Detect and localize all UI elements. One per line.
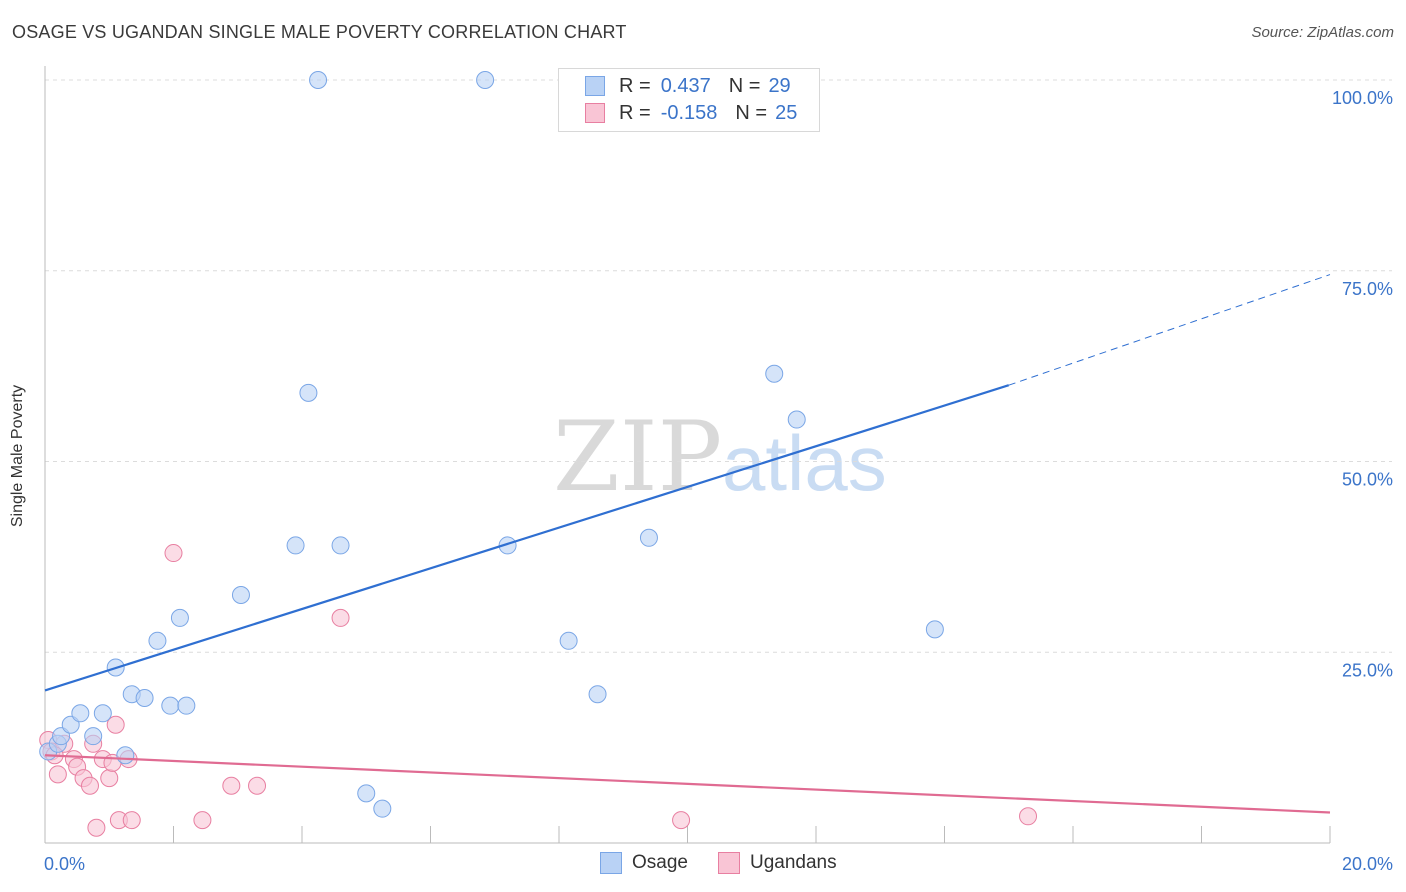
osage-point — [93, 704, 112, 723]
ugandans-point — [193, 811, 212, 830]
osage-point — [170, 608, 189, 627]
ugandans-legend-swatch — [718, 852, 740, 874]
ugandans-point — [248, 776, 267, 795]
osage-point — [559, 631, 578, 650]
legend-row-osage: R = 0.437 N = 29 — [585, 75, 791, 97]
osage-point — [309, 71, 328, 89]
n-label: N = — [735, 101, 768, 124]
series-legend: Osage Ugandans — [0, 852, 1406, 878]
y-tick-label: 75.0% — [1342, 279, 1393, 299]
ugandans-point — [48, 765, 67, 784]
x-tick-label: 20.0% — [1342, 854, 1393, 874]
osage-legend-label: Osage — [632, 852, 688, 873]
ugandans-point — [122, 811, 141, 830]
ugandans-point — [222, 776, 241, 795]
y-tick-label: 50.0% — [1342, 470, 1393, 490]
osage-legend-swatch — [600, 852, 622, 874]
osage-point — [357, 784, 376, 803]
ugandans-point — [1019, 807, 1038, 826]
osage-point — [84, 727, 103, 746]
osage-point — [787, 410, 806, 429]
ugandans-point — [331, 608, 350, 627]
watermark-zip: ZIP — [553, 401, 722, 513]
legend-item-ugandans[interactable]: Ugandans — [718, 852, 837, 874]
osage-point — [299, 383, 318, 402]
osage-point — [476, 71, 495, 89]
ugandans-point — [87, 818, 106, 837]
osage-trend-extension — [1008, 274, 1331, 386]
legend-row-ugandans: R = -0.158 N = 25 — [585, 102, 797, 124]
legend-item-osage[interactable]: Osage — [600, 852, 688, 874]
osage-point — [116, 746, 135, 765]
osage-r-value: 0.437 — [660, 74, 711, 97]
osage-point — [588, 685, 607, 704]
ugandans-r-value: -0.158 — [660, 101, 718, 124]
osage-n-value: 29 — [768, 74, 791, 97]
ugandans-n-value: 25 — [775, 101, 798, 124]
osage-point — [373, 799, 392, 818]
osage-point — [135, 689, 154, 708]
x-tick-label: 0.0% — [44, 854, 85, 874]
osage-point — [177, 696, 196, 715]
osage-point — [331, 536, 350, 555]
y-tick-label: 25.0% — [1342, 660, 1393, 680]
osage-point — [639, 528, 658, 547]
correlation-legend: R = 0.437 N = 29 R = -0.158 N = 25 — [558, 68, 820, 132]
osage-point — [925, 620, 944, 639]
chart-title: OSAGE VS UGANDAN SINGLE MALE POVERTY COR… — [12, 22, 627, 42]
osage-point — [498, 536, 517, 555]
r-label: R = — [619, 101, 651, 124]
osage-point — [148, 631, 167, 650]
ugandans-point — [100, 769, 119, 788]
ugandans-point — [164, 544, 183, 563]
ugandans-point — [672, 811, 691, 830]
osage-point — [231, 586, 250, 605]
source-label: Source: ZipAtlas.com — [1251, 24, 1394, 41]
osage-point — [161, 696, 180, 715]
r-label: R = — [619, 74, 651, 97]
n-label: N = — [728, 74, 761, 97]
osage-point — [765, 364, 784, 383]
osage-swatch — [585, 76, 605, 96]
y-tick-label: 100.0% — [1332, 88, 1393, 108]
osage-trend-line — [44, 384, 1010, 692]
osage-point — [71, 704, 90, 723]
ugandans-trend-line — [44, 754, 1331, 814]
osage-point — [286, 536, 305, 555]
ugandans-point — [106, 715, 125, 734]
ugandans-swatch — [585, 103, 605, 123]
ugandans-legend-label: Ugandans — [750, 852, 837, 873]
ugandans-point — [80, 776, 99, 795]
